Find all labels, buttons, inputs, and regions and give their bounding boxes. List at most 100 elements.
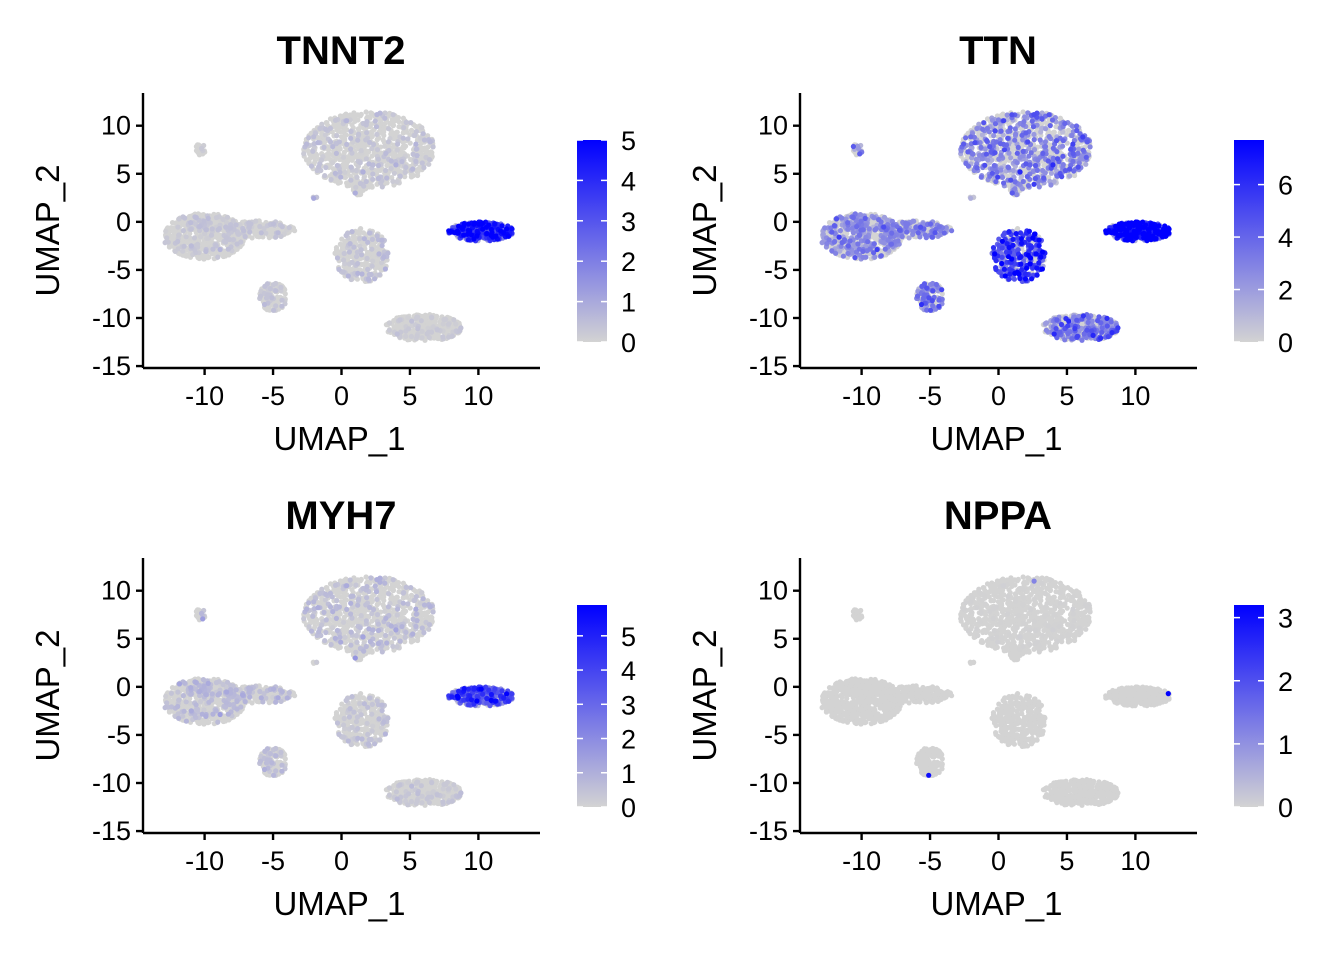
cell-point	[205, 215, 211, 221]
cell-point	[170, 228, 176, 235]
cell-point	[336, 266, 342, 272]
cell-point	[361, 236, 367, 242]
cell-point	[370, 176, 376, 182]
cell-point	[974, 125, 980, 132]
cell-point	[413, 129, 419, 135]
cell-point	[429, 329, 435, 335]
cell-point	[383, 150, 389, 156]
cell-point	[509, 226, 515, 232]
cell-point	[401, 145, 407, 151]
cell-point	[382, 143, 388, 149]
cell-point	[333, 150, 339, 156]
cell-point	[278, 284, 284, 290]
cell-point	[430, 144, 436, 150]
cell-point	[223, 224, 229, 230]
cell-point	[311, 134, 317, 140]
cell-point	[270, 221, 277, 227]
cell-point	[408, 120, 414, 126]
cell-point	[399, 159, 405, 165]
cell-point	[271, 307, 277, 313]
cell-point	[328, 176, 334, 183]
cell-point	[403, 333, 409, 339]
y-tick-label: 10	[101, 111, 131, 141]
cell-point	[228, 225, 234, 231]
cell-point	[390, 178, 396, 184]
cell-point	[306, 135, 312, 141]
cell-point	[348, 164, 354, 170]
cell-point	[505, 233, 511, 239]
cell-point	[384, 175, 390, 181]
cell-point	[346, 249, 352, 255]
cell-point	[403, 119, 409, 125]
cell-point	[322, 173, 328, 179]
cell-point	[374, 147, 381, 153]
cell-point	[196, 152, 202, 158]
cell-point	[209, 226, 215, 232]
colorbar-tick-label: 4	[621, 166, 636, 196]
cell-point	[233, 222, 239, 228]
cell-point	[401, 125, 407, 131]
cell-point	[358, 226, 364, 232]
cell-point	[326, 147, 332, 153]
cell-point	[203, 227, 209, 233]
cell-point	[395, 141, 401, 147]
colorbar-tick-label: 0	[621, 328, 636, 358]
cell-point	[364, 255, 370, 261]
cell-point	[347, 241, 353, 247]
cell-point	[415, 326, 421, 332]
cell-point	[334, 248, 340, 254]
cell-point	[880, 235, 886, 241]
cell-point	[341, 250, 347, 257]
cell-point	[397, 317, 403, 323]
y-tick-label: 5	[116, 159, 131, 189]
cell-point	[384, 162, 390, 169]
cell-point	[213, 215, 219, 221]
cell-point	[382, 115, 388, 121]
cell-point	[247, 229, 253, 235]
cell-point	[332, 170, 338, 176]
cell-point	[357, 160, 363, 166]
cell-point	[413, 146, 419, 152]
cell-point	[461, 221, 467, 227]
cell-point	[413, 141, 419, 147]
cell-point	[264, 281, 271, 287]
cell-point	[191, 235, 198, 241]
cell-point	[357, 236, 363, 242]
cell-point	[304, 141, 310, 147]
cell-point	[363, 178, 369, 185]
cell-point	[393, 324, 399, 330]
y-tick-label: -15	[92, 351, 131, 381]
cell-point	[169, 220, 176, 226]
cell-point	[383, 167, 389, 174]
cell-point	[306, 159, 312, 165]
cell-point	[182, 215, 188, 221]
cell-point	[366, 161, 372, 167]
cell-point	[279, 297, 285, 303]
y-tick-label: -5	[107, 255, 131, 285]
cell-point	[323, 126, 329, 132]
cell-point	[408, 127, 415, 133]
cell-point	[224, 214, 231, 220]
cell-point	[1072, 172, 1078, 179]
cell-point	[368, 271, 374, 278]
cell-point	[478, 221, 484, 227]
cell-point	[1048, 182, 1054, 188]
cell-point	[373, 124, 380, 130]
cell-point	[225, 246, 231, 252]
cell-point	[837, 228, 844, 234]
cell-point	[377, 272, 383, 278]
cell-point	[991, 133, 997, 139]
cell-point	[499, 223, 505, 229]
cell-point	[492, 221, 498, 227]
cell-point	[1004, 112, 1010, 118]
colorbar	[577, 140, 607, 342]
cell-point	[334, 162, 340, 169]
cell-point	[330, 160, 336, 166]
cell-point	[355, 270, 361, 276]
cell-point	[275, 230, 281, 236]
cell-point	[419, 160, 425, 166]
cell-point	[434, 327, 440, 333]
cell-point	[1015, 226, 1021, 232]
cell-point	[356, 131, 362, 137]
